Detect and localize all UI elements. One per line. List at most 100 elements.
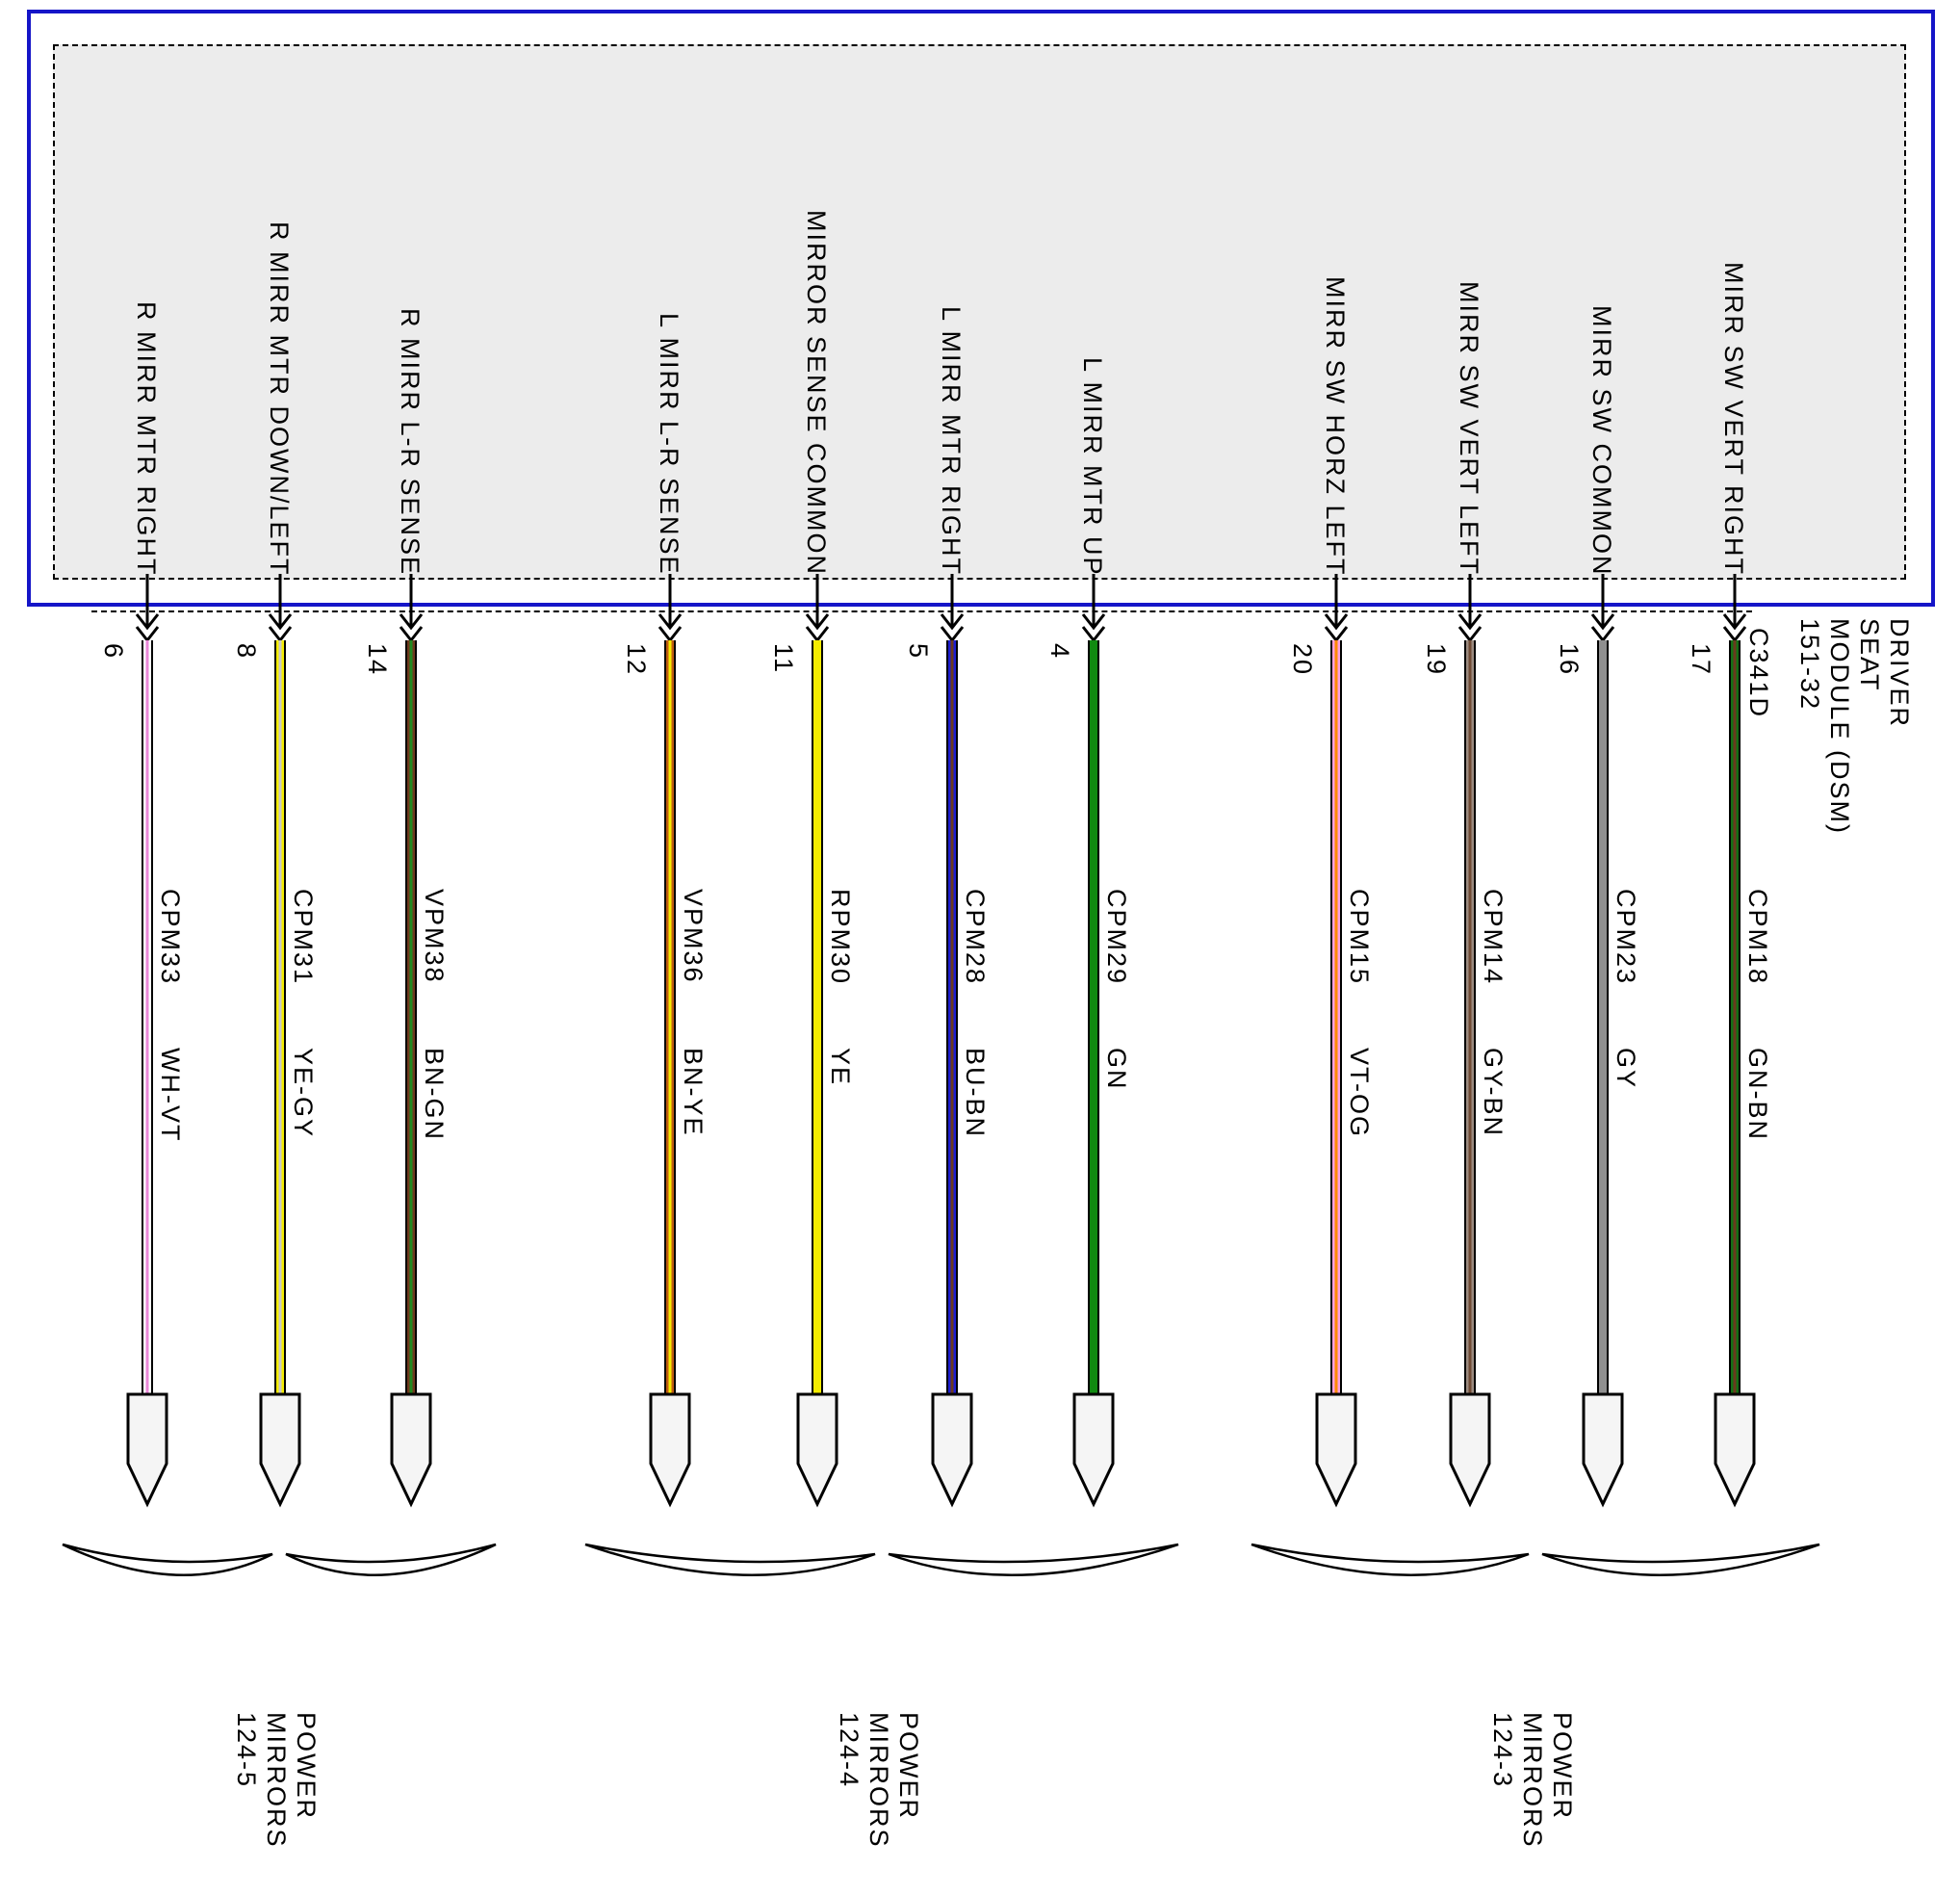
wire-color-label: VT-OG [1345, 1048, 1374, 1139]
wire-circuit-label: CPM18 [1743, 889, 1772, 986]
pin-number: 4 [1045, 643, 1074, 661]
terminal-pin-icon [1449, 1392, 1491, 1508]
connector-arrow-icon [658, 574, 683, 643]
harness-group-label-line: 124-3 [1488, 1712, 1517, 1789]
terminal-pin-icon [259, 1392, 301, 1508]
dsm-module-dashed-box [53, 44, 1906, 580]
module-title-line: MODULE (DSM) [1825, 618, 1854, 835]
connector-label: C341D [1744, 628, 1773, 719]
harness-group-label-line: POWER [292, 1712, 321, 1821]
wire-color-label: GN [1102, 1048, 1131, 1091]
pin-number: 16 [1555, 643, 1584, 677]
wire-circuit-label: CPM31 [289, 889, 318, 986]
pin-number: 12 [622, 643, 651, 677]
harness-group-label-line: MIRRORS [1518, 1712, 1547, 1849]
module-pin-label: L MIRR MTR UP [1078, 356, 1107, 577]
harness-group-label-line: POWER [1548, 1712, 1577, 1821]
wire-CPM23 [1597, 640, 1609, 1393]
connector-arrow-icon [1722, 574, 1747, 643]
connector-arrow-icon [805, 574, 830, 643]
pin-number: 19 [1422, 643, 1451, 677]
harness-group-label: POWER MIRRORS 124-5 [231, 1712, 321, 1849]
connector-arrow-icon [135, 574, 160, 643]
terminal-pin-icon [649, 1392, 691, 1508]
module-pin-label: MIRR SW HORZ LEFT [1321, 275, 1350, 577]
wire-circuit-label: VPM38 [420, 889, 449, 984]
wire-circuit-label: CPM29 [1102, 889, 1131, 986]
wire-circuit-label: RPM30 [826, 889, 855, 986]
module-pin-label: MIRR SW VERT LEFT [1455, 280, 1483, 576]
wire-CPM29 [1088, 640, 1099, 1393]
wire-color-label: YE-GY [289, 1048, 318, 1139]
harness-group-label: POWER MIRRORS 124-4 [834, 1712, 923, 1849]
wire-circuit-label: CPM33 [156, 889, 185, 986]
connector-arrow-icon [399, 574, 424, 643]
wire-color-label: GN-BN [1743, 1048, 1772, 1141]
wire-color-label: WH-VT [156, 1048, 185, 1143]
connector-arrow-icon [268, 574, 293, 643]
wire-circuit-label: VPM36 [679, 889, 708, 984]
connector-boundary-line [91, 610, 1752, 612]
wire-CPM14 [1464, 640, 1476, 1393]
harness-group-label-line: 124-4 [835, 1712, 864, 1789]
wire-CPM18 [1729, 640, 1741, 1393]
terminal-pin-icon [390, 1392, 432, 1508]
harness-group-label: POWER MIRRORS 124-3 [1487, 1712, 1577, 1849]
module-title-line: 151-32 [1795, 618, 1824, 712]
wire-circuit-label: CPM14 [1479, 889, 1508, 986]
harness-group-label-line: MIRRORS [262, 1712, 291, 1849]
wire-circuit-label: CPM23 [1612, 889, 1640, 986]
connector-arrow-icon [940, 574, 965, 643]
module-title-line: SEAT [1855, 618, 1884, 692]
terminal-pin-icon [796, 1392, 838, 1508]
module-pin-label: R MIRR MTR DOWN/LEFT [265, 221, 294, 576]
wire-color-label: GY [1612, 1048, 1640, 1090]
module-pin-label: R MIRR L-R SENSE [396, 307, 425, 576]
module-pin-label: MIRR SW VERT RIGHT [1719, 261, 1748, 576]
harness-group-label-line: POWER [894, 1712, 923, 1821]
wire-color-label: YE [826, 1048, 855, 1087]
wire-CPM31 [274, 640, 286, 1393]
wire-circuit-label: CPM15 [1345, 889, 1374, 986]
wire-VPM38 [405, 640, 417, 1393]
wire-RPM30 [812, 640, 823, 1393]
wire-CPM15 [1330, 640, 1342, 1393]
terminal-pin-icon [1072, 1392, 1115, 1508]
module-title: DRIVER SEAT MODULE (DSM) 151-32 [1794, 618, 1914, 835]
module-pin-label: MIRR SW COMMON [1587, 304, 1616, 576]
wire-color-label: GY-BN [1479, 1048, 1508, 1138]
wire-circuit-label: CPM28 [961, 889, 990, 986]
wire-CPM33 [142, 640, 153, 1393]
connector-arrow-icon [1324, 574, 1349, 643]
terminal-pin-icon [931, 1392, 973, 1508]
wire-CPM28 [946, 640, 958, 1393]
pin-number: 8 [232, 643, 261, 661]
harness-group-label-line: MIRRORS [864, 1712, 893, 1849]
wire-color-label: BN-YE [679, 1048, 708, 1137]
pin-number: 6 [99, 643, 128, 661]
pin-number: 5 [904, 643, 933, 661]
terminal-pin-icon [1315, 1392, 1357, 1508]
connector-arrow-icon [1457, 574, 1483, 643]
pin-number: 11 [769, 643, 798, 675]
harness-group-brace [584, 1543, 1179, 1576]
wire-VPM36 [664, 640, 676, 1393]
connector-arrow-icon [1081, 574, 1106, 643]
module-pin-label: L MIRR L-R SENSE [655, 313, 683, 576]
harness-group-label-line: 124-5 [232, 1712, 261, 1789]
terminal-pin-icon [1714, 1392, 1756, 1508]
terminal-pin-icon [1582, 1392, 1624, 1508]
module-pin-label: R MIRR MTR RIGHT [132, 300, 161, 576]
harness-group-brace [62, 1543, 497, 1576]
module-title-line: DRIVER [1885, 618, 1914, 729]
pin-number: 20 [1288, 643, 1317, 677]
pin-number: 17 [1687, 643, 1715, 677]
module-pin-label: L MIRR MTR RIGHT [937, 306, 966, 576]
connector-arrow-icon [1590, 574, 1615, 643]
wire-color-label: BN-GN [420, 1048, 449, 1141]
wire-color-label: BU-BN [961, 1048, 990, 1139]
pin-number: 14 [363, 643, 392, 677]
module-pin-label: MIRROR SENSE COMMON [802, 209, 831, 576]
terminal-pin-icon [126, 1392, 168, 1508]
